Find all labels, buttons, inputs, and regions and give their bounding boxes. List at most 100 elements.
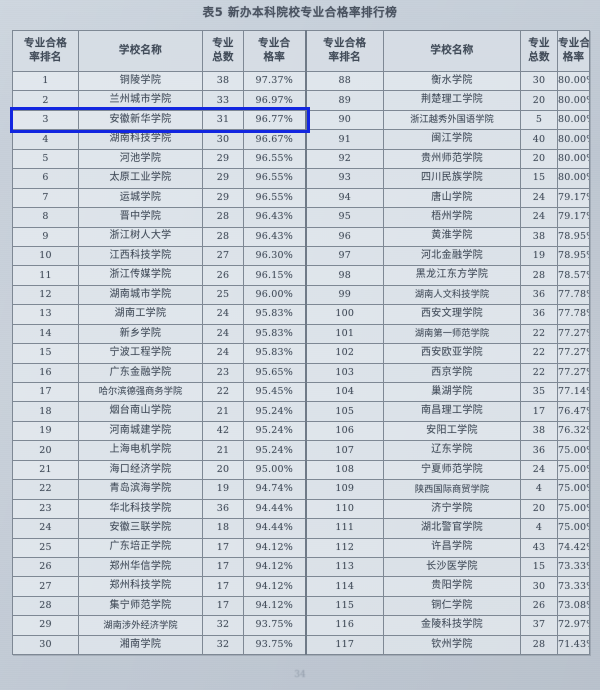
cell-total: 20	[202, 459, 244, 481]
cell-rate: 96.15%	[243, 265, 306, 286]
column-header-rate-line1: 专业合	[258, 37, 291, 50]
cell-rate: 95.00%	[243, 459, 306, 481]
cell-school: 广东金融学院	[78, 362, 203, 384]
cell-school: 河池学院	[78, 148, 203, 170]
cell-school-2: 许昌学院	[383, 537, 521, 558]
cell-total: 24	[202, 343, 244, 364]
cell-rate: 96.77%	[243, 109, 306, 131]
cell-school-2: 南昌理工学院	[383, 401, 521, 422]
cell-school: 烟台南山学院	[78, 401, 203, 422]
cell-rank-2: 99	[304, 284, 384, 306]
cell-rank: 29	[12, 615, 79, 636]
cell-rate-2: 80.00%	[557, 70, 590, 92]
cell-rank-2: 108	[304, 459, 384, 481]
cell-total: 27	[202, 245, 244, 267]
cell-school: 哈尔滨德强商务学院	[78, 381, 203, 403]
cell-rate-2: 80.00%	[557, 168, 590, 189]
column-header-rank-2-line1: 专业合格	[323, 37, 367, 50]
cell-school: 新乡学院	[78, 323, 203, 345]
cell-rank-2: 110	[304, 498, 384, 520]
column-header-rank: 专业合格 率排名	[12, 30, 79, 72]
cell-rate-2: 73.08%	[557, 595, 590, 617]
cell-school: 海口经济学院	[78, 459, 203, 481]
cell-rate-2: 77.78%	[557, 284, 590, 306]
cell-total-2: 36	[520, 440, 558, 461]
cell-rate-2: 80.00%	[557, 109, 590, 131]
cell-rate-2: 77.27%	[557, 323, 590, 345]
cell-rank: 5	[12, 148, 79, 170]
column-header-school-line1: 学校名称	[118, 44, 163, 57]
cell-school-2: 衡水学院	[383, 70, 521, 92]
cell-rate: 96.30%	[243, 245, 306, 267]
cell-rank: 10	[12, 245, 79, 267]
cell-rate-2: 76.32%	[557, 420, 590, 442]
cell-total: 23	[202, 362, 244, 384]
cell-school-2: 宁夏师范学院	[383, 459, 521, 481]
cell-total-2: 26	[520, 595, 558, 617]
column-header-total-2: 专业 总数	[520, 30, 558, 72]
cell-total: 28	[202, 207, 244, 228]
cell-rate: 96.43%	[243, 207, 306, 228]
cell-total-2: 37	[520, 615, 558, 636]
cell-rank-2: 93	[304, 168, 384, 189]
column-header-school-2: 学校名称	[383, 30, 521, 72]
column-header-total-2-line2: 总数	[528, 51, 550, 63]
cell-school-2: 铜仁学院	[383, 595, 521, 617]
cell-total-2: 15	[520, 556, 558, 578]
cell-total: 36	[202, 498, 244, 520]
cell-rate-2: 78.57%	[557, 265, 590, 286]
cell-school: 宁波工程学院	[78, 343, 203, 364]
cell-total: 22	[202, 381, 244, 403]
cell-total-2: 22	[520, 343, 558, 364]
cell-rate: 93.75%	[243, 615, 306, 636]
cell-rank-2: 90	[304, 109, 384, 131]
cell-total: 30	[202, 129, 244, 150]
ranking-table-container: 专业合格 率排名 学校名称 专业 总数 专业合 格率 专	[12, 30, 590, 656]
cell-rate-2: 73.33%	[557, 556, 590, 578]
cell-school: 安徽三联学院	[78, 518, 203, 539]
cell-school-2: 河北金融学院	[383, 245, 521, 267]
cell-total-2: 24	[520, 187, 558, 209]
cell-rank: 28	[12, 595, 79, 617]
cell-total: 17	[202, 595, 244, 617]
cell-rank: 11	[12, 265, 79, 286]
cell-rank-2: 96	[304, 226, 384, 247]
cell-total: 29	[202, 187, 244, 209]
cell-total-2: 22	[520, 323, 558, 345]
cell-total: 29	[202, 148, 244, 170]
cell-rank: 14	[12, 323, 79, 345]
cell-total-2: 30	[520, 70, 558, 92]
cell-rank-2: 97	[304, 245, 384, 267]
cell-rate: 94.12%	[243, 537, 306, 558]
cell-total-2: 20	[520, 498, 558, 520]
cell-total-2: 5	[520, 109, 558, 131]
column-header-rate: 专业合 格率	[243, 30, 306, 72]
cell-total: 42	[202, 420, 244, 442]
cell-rank-2: 106	[304, 420, 384, 442]
cell-total-2: 22	[520, 362, 558, 384]
cell-rate: 95.65%	[243, 362, 306, 384]
cell-rank: 1	[12, 70, 79, 92]
cell-rank-2: 101	[304, 323, 384, 345]
cell-total: 24	[202, 304, 244, 325]
cell-school-2: 黄淮学院	[383, 226, 521, 247]
cell-school-2: 西安文理学院	[383, 304, 521, 325]
cell-rate: 94.44%	[243, 518, 306, 539]
cell-rate-2: 77.78%	[557, 304, 590, 325]
cell-school-2: 济宁学院	[383, 498, 521, 520]
cell-total: 17	[202, 576, 244, 597]
